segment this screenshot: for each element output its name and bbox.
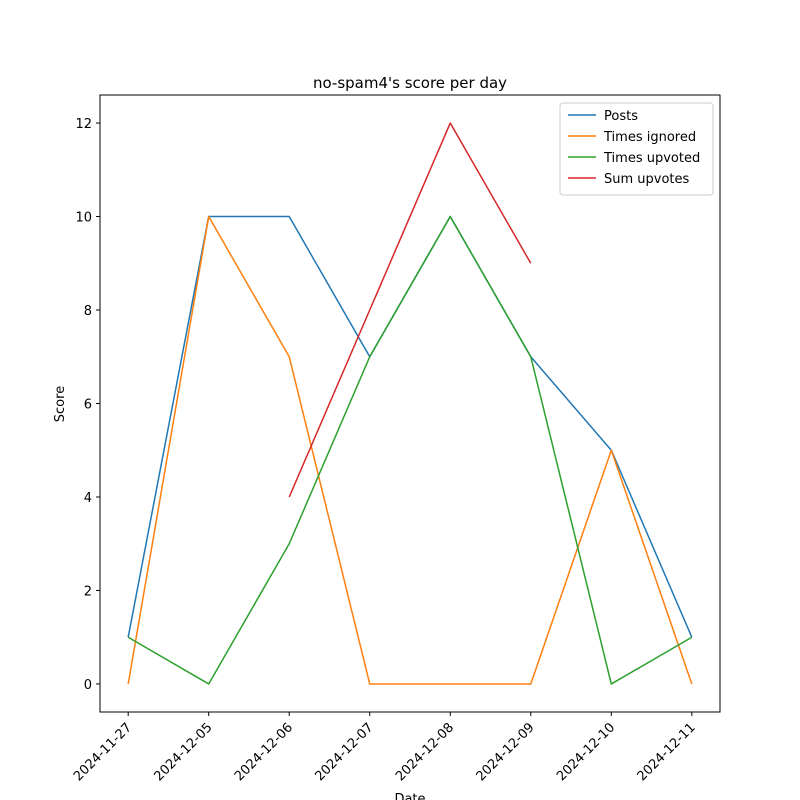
series-line [127, 215, 693, 685]
y-tick-label: 2 [84, 584, 92, 599]
legend-label: Sum upvotes [604, 172, 690, 187]
legend-label: Times upvoted [603, 151, 700, 166]
series-line [288, 122, 532, 498]
series-line [127, 215, 693, 685]
y-axis-label: Score [53, 386, 68, 422]
legend-label: Posts [604, 109, 638, 124]
legend: Posts Times ignored Times upvoted Sum upvot… [559, 102, 714, 196]
y-tick-label: 8 [84, 304, 92, 319]
y-tick-label: 12 [75, 117, 92, 132]
legend-label: Times ignored [603, 130, 696, 145]
x-axis-label: Date [394, 792, 425, 800]
chart-title: no-spam4's score per day [313, 74, 507, 92]
y-tick-label: 6 [84, 398, 92, 413]
y-tick-label: 0 [84, 678, 92, 693]
legend-box [559, 102, 714, 196]
y-tick-label: 10 [75, 211, 92, 226]
y-tick-label: 4 [84, 491, 92, 506]
plot-frame [99, 94, 721, 713]
